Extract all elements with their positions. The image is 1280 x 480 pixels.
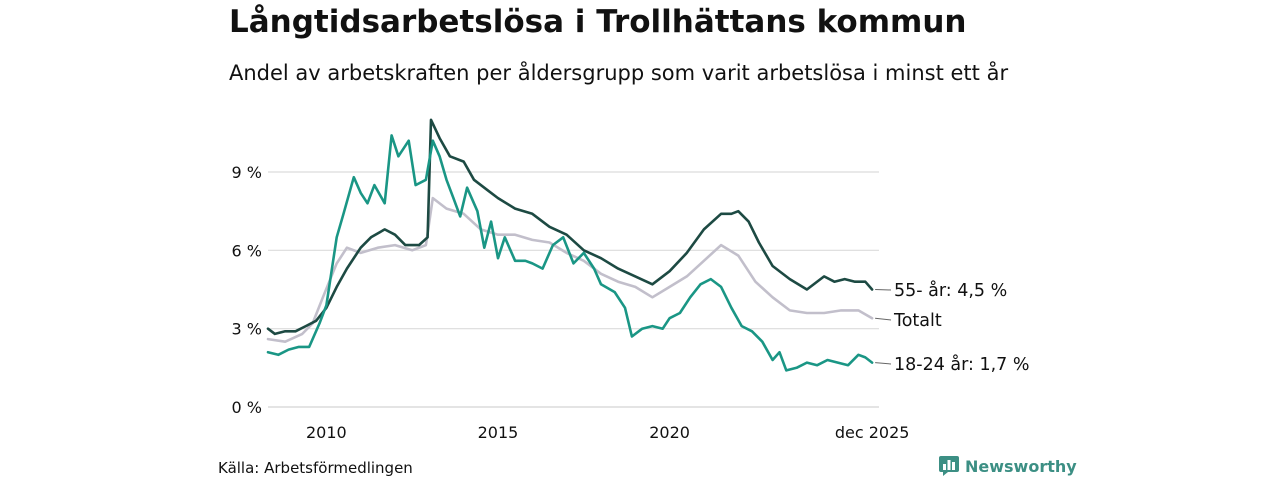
leader-line-young — [875, 362, 892, 365]
brand-logo[interactable]: Newsworthy — [939, 456, 1077, 476]
x-tick-label-1: 2015 — [478, 423, 519, 442]
source-note: Källa: Arbetsförmedlingen — [218, 459, 413, 477]
y-tick-label-3: 9 % — [232, 163, 262, 182]
y-tick-label-1: 3 % — [232, 320, 262, 339]
leader-line-total — [875, 317, 892, 321]
series-line-older — [266, 118, 874, 336]
series-end-label-total: Totalt — [893, 311, 942, 331]
newsworthy-logo-icon — [939, 456, 959, 476]
chart-title: Långtidsarbetslösa i Trollhättans kommun — [229, 4, 967, 40]
x-tick-label-3: dec 2025 — [835, 423, 910, 442]
y-tick-label-2: 6 % — [232, 241, 262, 260]
series-line-young — [266, 134, 874, 372]
series-end-label-older: 55- år: 4,5 % — [894, 280, 1007, 301]
brand-name: Newsworthy — [965, 456, 1077, 476]
chart-subtitle: Andel av arbetskraften per åldersgrupp s… — [229, 61, 1009, 85]
series-line-total — [266, 196, 874, 343]
leader-line-older — [875, 289, 892, 291]
x-tick-label-0: 2010 — [306, 423, 347, 442]
y-tick-label-0: 0 % — [232, 398, 262, 417]
x-tick-label-2: 2020 — [649, 423, 690, 442]
series-end-label-young: 18-24 år: 1,7 % — [894, 354, 1030, 375]
